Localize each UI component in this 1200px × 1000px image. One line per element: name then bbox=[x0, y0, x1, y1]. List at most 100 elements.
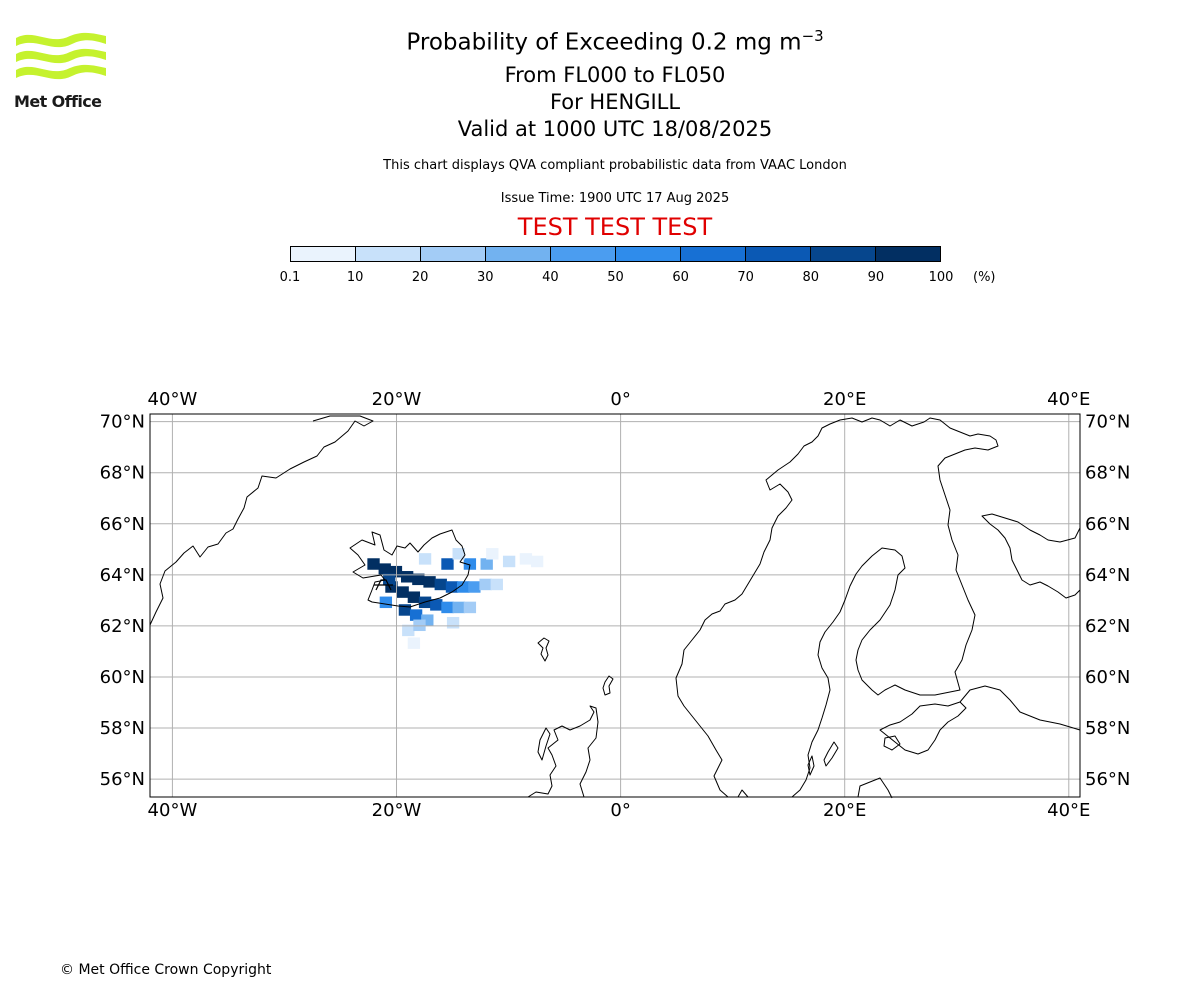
latitude-label-left: 68°N bbox=[100, 463, 145, 484]
coastlines bbox=[149, 415, 1081, 799]
probability-cell bbox=[413, 619, 426, 632]
latitude-label-right: 70°N bbox=[1085, 412, 1130, 433]
latitude-label-left: 64°N bbox=[100, 565, 145, 586]
coastline-shetland bbox=[602, 675, 614, 696]
volcano-marker bbox=[374, 579, 393, 591]
coastline-saaremaa bbox=[883, 735, 901, 751]
colorbar-segment bbox=[551, 247, 616, 261]
probability-cell bbox=[480, 558, 493, 570]
colorbar-segment bbox=[421, 247, 486, 261]
probability-cell bbox=[378, 563, 391, 575]
probability-cell bbox=[398, 604, 412, 616]
probability-cell bbox=[412, 573, 425, 586]
colorbar-tick-label: 50 bbox=[607, 270, 624, 285]
probability-cell bbox=[423, 576, 436, 588]
probability-cell bbox=[452, 601, 465, 614]
chart-title: Probability of Exceeding 0.2 mg m−3 bbox=[0, 27, 1200, 56]
coastline-iceland bbox=[349, 529, 471, 608]
latitude-label-right: 56°N bbox=[1085, 769, 1130, 790]
probability-cell bbox=[441, 558, 454, 570]
colorbar-tick-label: 20 bbox=[411, 270, 429, 285]
probability-cell bbox=[407, 637, 421, 649]
colorbar-tick-label: 60 bbox=[672, 270, 689, 285]
longitude-label-top: 0° bbox=[610, 389, 630, 410]
longitude-label-bottom: 40°E bbox=[1047, 800, 1090, 821]
colorbar-tick-label: 70 bbox=[737, 270, 754, 285]
colorbar-segment bbox=[876, 247, 940, 261]
latitude-label-right: 68°N bbox=[1085, 463, 1130, 484]
probability-cell bbox=[468, 581, 481, 593]
colorbar-unit: (%) bbox=[973, 270, 996, 285]
coastline-gulf-of-finland bbox=[959, 685, 1081, 731]
issue-time: Issue Time: 1900 UTC 17 Aug 2025 bbox=[500, 191, 730, 206]
colorbar-segment bbox=[746, 247, 811, 261]
coastline-scandinavia bbox=[675, 417, 999, 798]
probability-cell bbox=[402, 624, 415, 637]
longitude-label-bottom: 40°W bbox=[148, 800, 198, 821]
probability-cell bbox=[519, 553, 533, 565]
colorbar-tick-label: 100 bbox=[928, 270, 954, 285]
probability-cell bbox=[400, 571, 414, 583]
probability-cell bbox=[418, 553, 432, 565]
colorbar-tick-label: 80 bbox=[802, 270, 820, 285]
probability-cells bbox=[367, 548, 544, 649]
coastline-gotland bbox=[823, 741, 839, 767]
probability-cell bbox=[490, 578, 503, 591]
latitude-label-left: 70°N bbox=[100, 412, 145, 433]
probability-cell bbox=[409, 609, 423, 621]
latitude-label-right: 60°N bbox=[1085, 667, 1130, 688]
longitude-label-bottom: 20°E bbox=[823, 800, 866, 821]
probability-cell bbox=[385, 581, 398, 593]
latitude-label-left: 60°N bbox=[100, 667, 145, 688]
colorbar-tick-label: 40 bbox=[542, 270, 559, 285]
latitude-label-left: 58°N bbox=[100, 718, 145, 739]
longitude-label-top: 40°E bbox=[1047, 389, 1090, 410]
probability-cell bbox=[379, 596, 393, 609]
colorbar-tick-label: 30 bbox=[477, 270, 494, 285]
probability-cell bbox=[367, 558, 380, 570]
colorbar-tick-label: 90 bbox=[867, 270, 885, 285]
probability-cell bbox=[407, 591, 421, 603]
colorbar-segment bbox=[291, 247, 356, 261]
logo-text: Met Office bbox=[14, 92, 102, 111]
probability-cell bbox=[430, 599, 443, 611]
probability-cell bbox=[383, 573, 396, 586]
colorbar-segment bbox=[486, 247, 551, 261]
coastline-russia-north bbox=[981, 513, 1081, 599]
longitude-label-top: 40°W bbox=[148, 389, 198, 410]
colorbar-tick-label: 0.1 bbox=[279, 270, 301, 285]
probability-cell bbox=[421, 614, 434, 626]
latitude-label-right: 62°N bbox=[1085, 616, 1130, 637]
volcano-name: For HENGILL bbox=[549, 90, 681, 114]
latitude-label-right: 64°N bbox=[1085, 565, 1130, 586]
coastline-estonia bbox=[879, 701, 967, 755]
probability-cell bbox=[463, 558, 477, 570]
longitude-label-bottom: 0° bbox=[610, 800, 630, 821]
coastline-denmark-jutland bbox=[737, 789, 749, 798]
longitude-label-bottom: 20°W bbox=[372, 800, 422, 821]
probability-cell bbox=[441, 601, 454, 614]
colorbar-segment bbox=[811, 247, 876, 261]
probability-cell bbox=[452, 548, 465, 560]
valid-time: Valid at 1000 UTC 18/08/2025 bbox=[457, 117, 773, 141]
longitude-label-top: 20°W bbox=[372, 389, 422, 410]
met-office-logo: Met Office bbox=[14, 30, 108, 112]
probability-cell bbox=[396, 586, 409, 598]
probability-cell bbox=[446, 616, 460, 629]
probability-cell bbox=[530, 555, 544, 568]
colorbar-segment bbox=[356, 247, 421, 261]
map-gridlines bbox=[150, 414, 1080, 797]
probability-cell bbox=[479, 578, 492, 591]
probability-colorbar bbox=[290, 246, 941, 262]
coastline-faroes bbox=[537, 637, 550, 662]
colorbar-tick-label: 10 bbox=[346, 270, 364, 285]
disclaimer-text: This chart displays QVA compliant probab… bbox=[383, 158, 847, 173]
copyright-notice: © Met Office Crown Copyright bbox=[60, 962, 272, 978]
probability-cell bbox=[486, 548, 499, 560]
probability-cell bbox=[434, 578, 447, 591]
latitude-label-left: 62°N bbox=[100, 616, 145, 637]
title-main: Probability of Exceeding 0.2 mg m bbox=[406, 29, 802, 56]
probability-cell bbox=[445, 581, 459, 593]
latitude-label-left: 66°N bbox=[100, 514, 145, 535]
